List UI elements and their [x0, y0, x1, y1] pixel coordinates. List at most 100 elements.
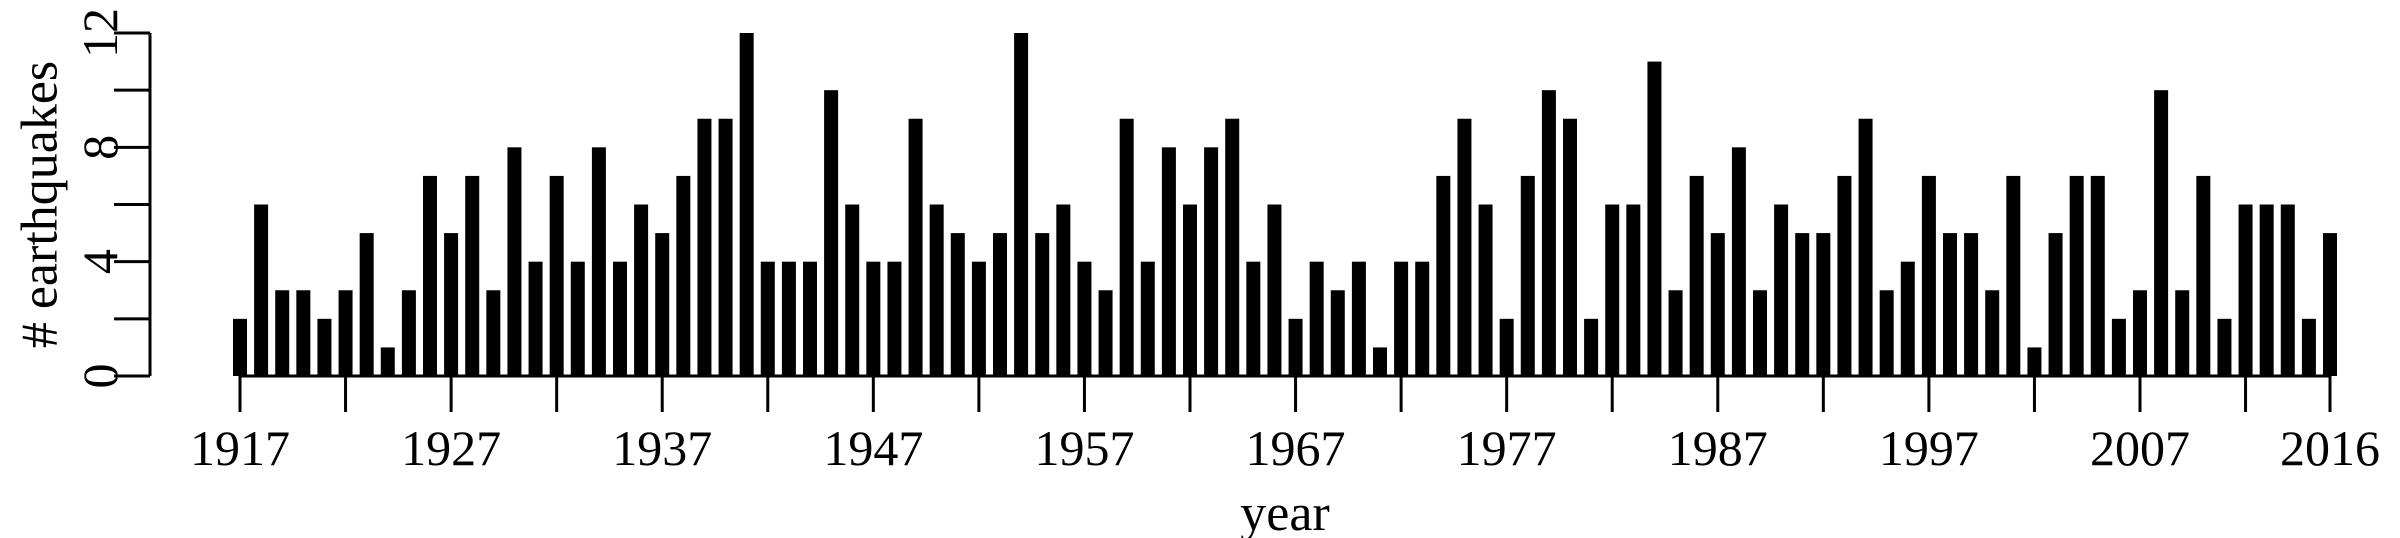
bar-1972 [1394, 261, 1409, 376]
bar-1953 [993, 233, 1007, 376]
bar-2007 [2133, 290, 2147, 376]
bar-1975 [1457, 118, 1472, 376]
bar-2000 [1985, 290, 2000, 376]
x-axis: 1917 1927 1937 1947 1957 1967 1977 1987 1997 2007… [190, 374, 2380, 476]
bar-1921 [317, 318, 332, 376]
bar-1952 [971, 261, 986, 376]
bar-1977 [1499, 318, 1514, 376]
bar-1957 [1077, 261, 1092, 376]
bar-1924 [380, 347, 395, 376]
y-ticks: 0 4 8 12 [72, 8, 150, 389]
x-tick-label: 1987 [1668, 420, 1768, 476]
bar-1950 [929, 204, 944, 376]
bar-1996 [1900, 261, 1915, 376]
bar-1988 [1731, 147, 1746, 376]
bar-1993 [1837, 175, 1852, 376]
bar-1920 [296, 290, 311, 376]
bar-1981 [1584, 318, 1599, 376]
bar-2002 [2027, 347, 2042, 376]
bar-1922 [338, 290, 353, 376]
bar-1970 [1351, 261, 1366, 376]
y-tick-label: 12 [72, 8, 128, 58]
bar-1944 [803, 261, 817, 376]
bar-1960 [1140, 261, 1155, 376]
bar-1979 [1541, 90, 1556, 377]
bar-1998 [1943, 233, 1957, 376]
bar-1930 [507, 147, 522, 376]
bar-1926 [423, 175, 437, 376]
x-tick-label: 2016 [2280, 420, 2380, 476]
x-tick-label: 1927 [401, 420, 501, 476]
bar-1987 [1710, 233, 1725, 376]
x-tick-label: 1977 [1457, 420, 1557, 476]
bar-1923 [359, 233, 374, 376]
x-tick-label: 2007 [2090, 420, 2190, 476]
bar-1932 [549, 175, 564, 376]
bar-1947 [866, 261, 881, 376]
bar-1933 [570, 261, 585, 376]
bar-2006 [2111, 318, 2126, 376]
bar-1974 [1436, 175, 1451, 376]
bar-1994 [1858, 118, 1873, 376]
bar-1962 [1183, 204, 1197, 376]
x-ticks: 1917 1927 1937 1947 1957 1967 1977 1987 1997 2007… [190, 376, 2380, 476]
bar-1954 [1014, 33, 1029, 376]
bar-2013 [2259, 204, 2274, 376]
bar-1943 [781, 261, 796, 376]
bar-1967 [1288, 318, 1303, 376]
bar-1918 [254, 204, 269, 376]
bar-1991 [1795, 233, 1810, 376]
bar-1984 [1647, 61, 1662, 376]
bar-group [233, 33, 2337, 377]
bar-1941 [739, 33, 754, 376]
bar-1942 [760, 261, 775, 376]
bar-1934 [591, 147, 606, 376]
bar-1971 [1373, 347, 1387, 376]
bar-1982 [1605, 204, 1620, 376]
bar-2003 [2048, 233, 2063, 376]
bar-1931 [528, 261, 543, 376]
bar-1965 [1246, 261, 1261, 376]
bar-2012 [2238, 204, 2253, 376]
bar-1983 [1626, 204, 1641, 376]
bar-1969 [1330, 290, 1345, 376]
bar-1980 [1563, 118, 1577, 376]
x-tick-label: 1937 [612, 420, 712, 476]
bar-2011 [2217, 318, 2232, 376]
x-axis-title: year [1240, 485, 1329, 538]
bar-1927 [444, 233, 459, 376]
x-tick-label: 1947 [823, 420, 923, 476]
bar-1956 [1056, 204, 1071, 376]
x-tick-label: 1997 [1879, 420, 1979, 476]
bar-1992 [1816, 233, 1831, 376]
bar-1976 [1478, 204, 1493, 376]
bar-1928 [465, 175, 480, 376]
x-tick-label: 1967 [1246, 420, 1346, 476]
bar-1948 [887, 261, 902, 376]
x-tick-label: 1917 [190, 420, 290, 476]
bar-1939 [697, 118, 712, 376]
bar-2014 [2280, 204, 2295, 376]
bar-1951 [950, 233, 965, 376]
bar-1990 [1774, 204, 1789, 376]
bar-1958 [1098, 290, 1113, 376]
bar-2015 [2301, 318, 2316, 376]
bar-1940 [718, 118, 733, 376]
bar-1986 [1689, 175, 1704, 376]
bar-1917 [233, 318, 247, 376]
y-tick-label: 0 [72, 364, 128, 389]
bar-2004 [2069, 175, 2084, 376]
bar-1945 [824, 90, 839, 377]
bar-1935 [613, 261, 627, 376]
bar-1937 [655, 233, 670, 376]
y-axis-title: # earthquakes [12, 61, 69, 348]
bar-1946 [845, 204, 860, 376]
y-tick-label: 8 [72, 135, 128, 160]
bar-1955 [1035, 233, 1050, 376]
bar-2001 [2006, 175, 2021, 376]
y-axis: 0 4 8 12 [72, 8, 152, 389]
bar-1964 [1225, 118, 1240, 376]
bar-2010 [2196, 175, 2211, 376]
bar-1929 [486, 290, 501, 376]
bar-1978 [1520, 175, 1535, 376]
